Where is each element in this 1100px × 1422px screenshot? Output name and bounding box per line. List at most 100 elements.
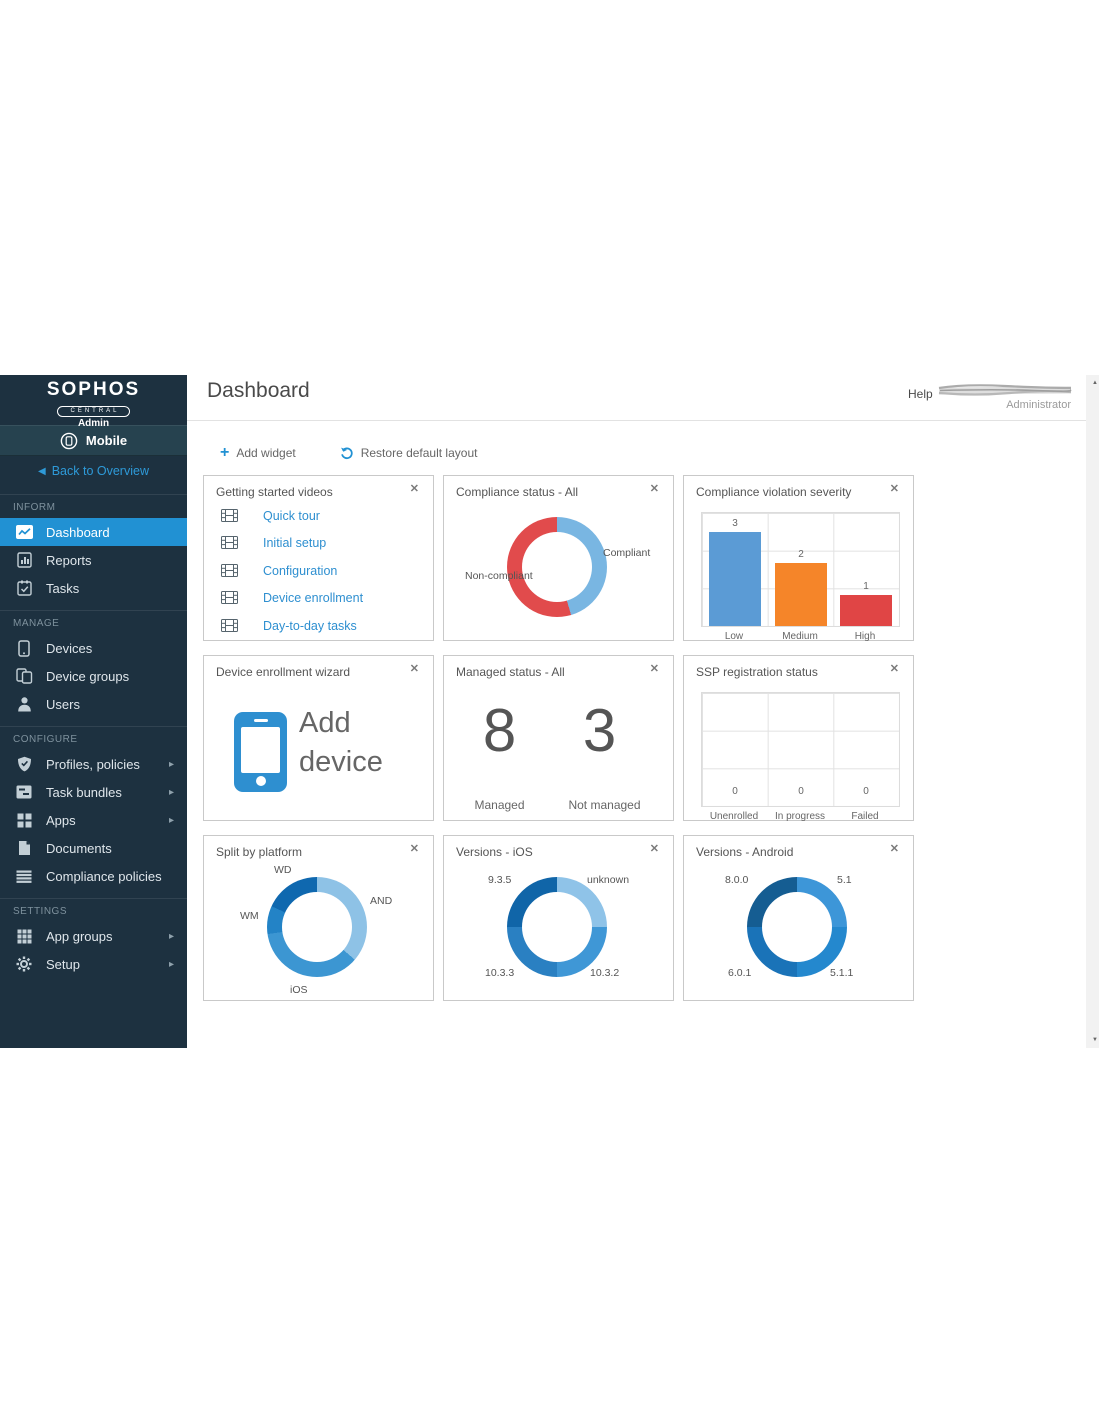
bar-value: 1 (863, 580, 869, 592)
video-link-device-enrollment[interactable]: Device enrollment (257, 590, 369, 606)
versions-android-donut-chart (747, 877, 847, 977)
close-icon[interactable]: ✕ (644, 661, 665, 676)
device-group-icon (15, 667, 33, 685)
video-row: Initial setup (221, 534, 332, 551)
managed-count: 8 (482, 697, 517, 764)
video-row: Configuration (221, 562, 343, 579)
close-icon[interactable]: ✕ (404, 481, 425, 496)
widget-getting-started-videos: Getting started videos ✕ Quick tour Init… (203, 475, 434, 641)
sophos-logo: SOPHOS CENTRAL Admin (0, 375, 187, 429)
close-icon[interactable]: ✕ (884, 841, 905, 856)
close-icon[interactable]: ✕ (644, 481, 665, 496)
x-axis-label: High (854, 631, 876, 642)
film-icon (221, 564, 238, 577)
back-arrow-icon: ◀ (38, 465, 46, 477)
sidebar-item-reports[interactable]: Reports (0, 546, 187, 574)
sidebar-item-users[interactable]: Users (0, 690, 187, 718)
bar-value: 3 (732, 517, 738, 529)
restore-icon (340, 446, 354, 460)
brand-product: CENTRAL (57, 406, 130, 417)
sidebar-item-tasks[interactable]: Tasks (0, 574, 187, 602)
sidebar-item-task-bundles[interactable]: Task bundles ▸ (0, 778, 187, 806)
plus-icon: + (220, 444, 230, 461)
chevron-right-icon: ▸ (168, 758, 174, 770)
nav-section-manage: MANAGE Devices Device groups Users (0, 610, 187, 718)
nav-section-configure: CONFIGURE Profiles, policies ▸ Task bund… (0, 726, 187, 890)
ssp-bar-chart: 0 0 0 (701, 692, 900, 807)
video-link-quick-tour[interactable]: Quick tour (257, 508, 326, 524)
video-link-initial-setup[interactable]: Initial setup (257, 535, 332, 551)
user-menu-redacted-name[interactable] (935, 382, 1075, 412)
app-root: SOPHOS CENTRAL Admin Mobile ◀ Back to Ov… (0, 375, 1100, 1048)
widget-title: Versions - iOS (456, 845, 533, 859)
help-link[interactable]: Help (902, 386, 939, 402)
section-label: MANAGE (13, 618, 60, 629)
donut-label: iOS (290, 984, 308, 996)
video-link-day-to-day-tasks[interactable]: Day-to-day tasks (257, 618, 363, 634)
sidebar-item-documents[interactable]: Documents (0, 834, 187, 862)
donut-label: 5.1.1 (830, 967, 854, 979)
shield-check-icon (15, 755, 33, 773)
sidebar: SOPHOS CENTRAL Admin Mobile ◀ Back to Ov… (0, 375, 187, 1048)
close-icon[interactable]: ✕ (884, 661, 905, 676)
x-axis-label: In progress (774, 811, 826, 822)
widget-title: Device enrollment wizard (216, 665, 351, 679)
widget-title: Compliance status - All (456, 485, 579, 499)
bar-column-unenrolled: 0 (709, 693, 761, 806)
scroll-up-icon[interactable]: ▲ (1086, 379, 1099, 387)
widget-title: SSP registration status (696, 665, 818, 679)
mobile-circle-icon (60, 432, 78, 450)
donut-label: 6.0.1 (728, 967, 752, 979)
widget-versions-ios: Versions - iOS ✕ unknown 10.3.2 10.3.3 9… (443, 835, 674, 1001)
sidebar-item-devices[interactable]: Devices (0, 634, 187, 662)
donut-label: Compliant (603, 547, 651, 559)
sidebar-item-apps[interactable]: Apps ▸ (0, 806, 187, 834)
main-content: Dashboard Help Administrator + Add widge… (187, 375, 1086, 1048)
bar-low (709, 531, 761, 626)
sidebar-item-compliance-policies[interactable]: Compliance policies (0, 862, 187, 890)
donut-label: 10.3.2 (590, 967, 620, 979)
phone-speaker (253, 719, 268, 722)
restore-default-layout-button[interactable]: Restore default layout (334, 445, 484, 461)
add-device-phone-icon[interactable] (234, 712, 287, 792)
widget-managed-status: Managed status - All ✕ 8 3 Managed Not m… (443, 655, 674, 821)
nav-section-inform: INFORM Dashboard Reports Tasks (0, 494, 187, 602)
not-managed-label: Not managed (568, 798, 641, 812)
bar-value: 2 (798, 549, 804, 561)
managed-label: Managed (474, 798, 525, 812)
vertical-scrollbar[interactable]: ▲ ▼ (1086, 375, 1099, 1048)
close-icon[interactable]: ✕ (884, 481, 905, 496)
scroll-down-icon[interactable]: ▼ (1086, 1036, 1099, 1044)
back-to-overview-link[interactable]: ◀ Back to Overview (0, 456, 187, 486)
user-icon (15, 695, 33, 713)
gear-icon (15, 955, 33, 973)
sidebar-item-app-groups[interactable]: App groups ▸ (0, 922, 187, 950)
donut-label: 9.3.5 (488, 874, 512, 886)
donut-label: WD (274, 864, 292, 876)
sidebar-item-dashboard[interactable]: Dashboard (0, 518, 187, 546)
app-groups-grid-icon (15, 927, 33, 945)
x-axis-label: Unenrolled (709, 811, 759, 822)
versions-ios-donut-chart (507, 877, 607, 977)
sidebar-item-profiles-policies[interactable]: Profiles, policies ▸ (0, 750, 187, 778)
close-icon[interactable]: ✕ (404, 661, 425, 676)
smartphone-icon (15, 639, 33, 657)
donut-label: 8.0.0 (725, 874, 749, 886)
add-device-button[interactable]: Add device (299, 707, 383, 778)
close-icon[interactable]: ✕ (404, 841, 425, 856)
close-icon[interactable]: ✕ (644, 841, 665, 856)
tasks-icon (15, 579, 33, 597)
donut-label: 10.3.3 (485, 967, 515, 979)
brand-name: SOPHOS (46, 379, 141, 400)
app-switcher-mobile[interactable]: Mobile (0, 425, 187, 456)
sidebar-item-setup[interactable]: Setup ▸ (0, 950, 187, 978)
add-widget-button[interactable]: + Add widget (214, 445, 302, 461)
chevron-right-icon: ▸ (168, 814, 174, 826)
split-platform-donut-chart (267, 877, 367, 977)
widget-compliance-status: Compliance status - All ✕ Compliant Non-… (443, 475, 674, 641)
sidebar-item-device-groups[interactable]: Device groups (0, 662, 187, 690)
video-link-configuration[interactable]: Configuration (257, 563, 343, 579)
bar-column-in-progress: 0 (775, 693, 827, 806)
page-header: Dashboard Help Administrator (187, 375, 1086, 421)
widget-title: Versions - Android (696, 845, 794, 859)
